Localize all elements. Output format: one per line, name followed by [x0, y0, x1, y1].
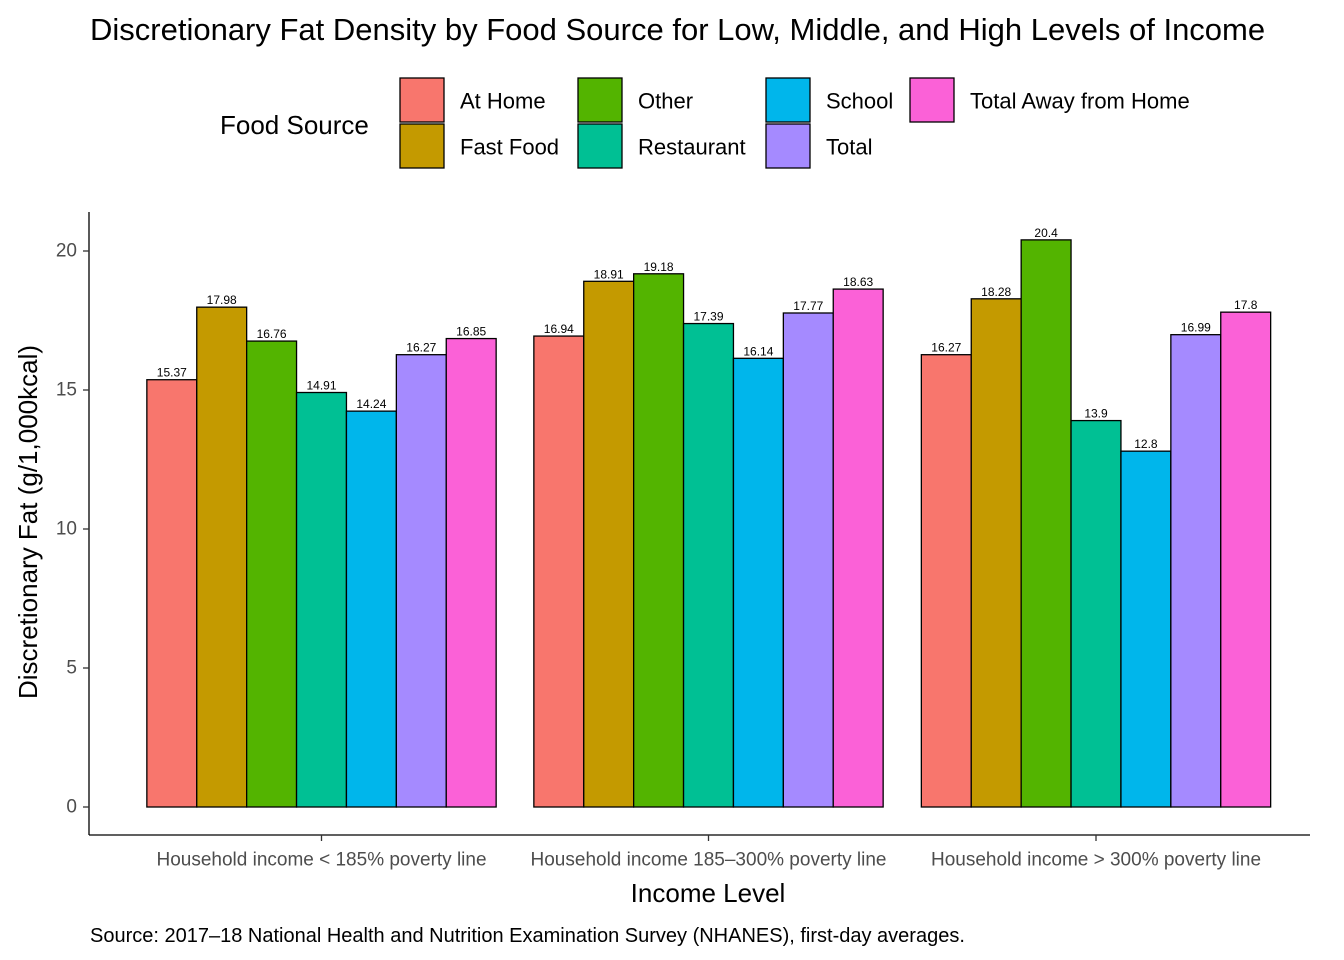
- legend-key-restaurant: [577, 123, 623, 169]
- bar-value-label: 16.76: [257, 327, 287, 341]
- bar-at-home-group-3: [920, 354, 972, 808]
- legend-key-fast-food: [399, 123, 445, 169]
- y-axis: 0 5 10 15 20: [56, 212, 90, 835]
- bar-total-away-from-home-group-3: [1220, 311, 1272, 808]
- bar-value-label: 17.8: [1234, 298, 1258, 312]
- legend-label-total-away-from-home: Total Away from Home: [970, 89, 1190, 114]
- bar-school-group-1: [345, 410, 398, 808]
- x-axis: Household income < 185% poverty line Hous…: [89, 834, 1310, 871]
- bar-value-label: 15.37: [157, 366, 187, 380]
- bar-value-label: 16.94: [544, 322, 574, 336]
- legend-label-at-home: At Home: [460, 89, 546, 114]
- x-tick-label: Household income < 185% poverty line: [156, 850, 486, 871]
- bar-value-label: 16.27: [931, 341, 961, 355]
- bar-restaurant-group-3: [1070, 419, 1122, 808]
- x-axis-title: Income Level: [631, 878, 786, 908]
- bar-at-home-group-2: [533, 335, 585, 808]
- bar-total-group-3: [1170, 334, 1222, 808]
- bar-value-label: 13.9: [1084, 407, 1108, 421]
- x-tick-label: Household income > 300% poverty line: [931, 850, 1261, 871]
- bar-value-label: 18.63: [843, 275, 873, 289]
- legend-label-fast-food: Fast Food: [460, 135, 559, 160]
- y-tick-label: 15: [56, 380, 77, 401]
- bar-total-away-from-home-group-2: [832, 288, 884, 808]
- chart-caption: Source: 2017–18 National Health and Nutr…: [90, 925, 965, 947]
- legend-key-other: [577, 77, 623, 123]
- bar-total-group-1: [395, 354, 447, 808]
- legend-label-other: Other: [638, 89, 693, 114]
- bar-value-label: 14.91: [306, 379, 336, 393]
- bar-value-label: 12.8: [1134, 437, 1158, 451]
- chart-title: Discretionary Fat Density by Food Source…: [90, 12, 1265, 47]
- bar-value-label: 16.27: [406, 341, 436, 355]
- bar-fast-food-group-3: [970, 298, 1022, 808]
- legend-key-at-home: [399, 77, 445, 123]
- legend-label-total: Total: [826, 135, 872, 160]
- y-axis-title: Discretionary Fat (g/1,000kcal): [13, 345, 43, 699]
- bar-value-label: 17.77: [793, 299, 823, 313]
- bar-value-label: 16.14: [743, 344, 773, 358]
- y-tick-label: 5: [66, 658, 77, 679]
- bar-other-group-2: [633, 273, 685, 808]
- bar-total-away-from-home-group-1: [445, 337, 497, 808]
- legend-label-restaurant: Restaurant: [638, 135, 746, 160]
- bar-restaurant-group-2: [682, 322, 735, 808]
- legend: At Home Fast Food Other Restaurant School Tot…: [399, 77, 1190, 169]
- bar-value-label: 17.39: [693, 310, 723, 324]
- bar-value-label: 20.4: [1034, 226, 1058, 240]
- legend-label-school: School: [826, 89, 893, 114]
- bar-fast-food-group-2: [583, 280, 635, 808]
- bar-value-label: 18.91: [594, 267, 624, 281]
- bar-value-label: 14.24: [356, 397, 386, 411]
- bar-value-label: 18.28: [981, 285, 1011, 299]
- bars: [146, 239, 1272, 808]
- bar-at-home-group-1: [146, 379, 198, 808]
- bar-fast-food-group-1: [196, 306, 248, 808]
- bar-other-group-3: [1020, 239, 1072, 808]
- bar-other-group-1: [245, 340, 298, 808]
- y-tick-label: 0: [66, 797, 77, 818]
- bar-school-group-2: [732, 357, 785, 808]
- legend-title: Food Source: [220, 110, 369, 140]
- bar-school-group-3: [1120, 450, 1172, 808]
- bar-value-label: 19.18: [644, 260, 674, 274]
- bar-total-group-2: [782, 312, 834, 808]
- bar-restaurant-group-1: [295, 391, 348, 808]
- bar-value-label: 16.99: [1181, 321, 1211, 335]
- x-tick-label: Household income 185–300% poverty line: [531, 850, 887, 871]
- y-tick-label: 20: [56, 241, 77, 262]
- bar-value-label: 16.85: [456, 325, 486, 339]
- bar-value-label: 17.98: [207, 293, 237, 307]
- bar-labels: 15.37 17.98 16.76 14.91 14.24 16.27 16.85 16.94…: [157, 226, 1258, 451]
- legend-key-school: [765, 77, 811, 123]
- y-tick-label: 10: [56, 519, 77, 540]
- legend-key-total: [765, 123, 811, 169]
- legend-key-total-away-from-home: [909, 77, 955, 123]
